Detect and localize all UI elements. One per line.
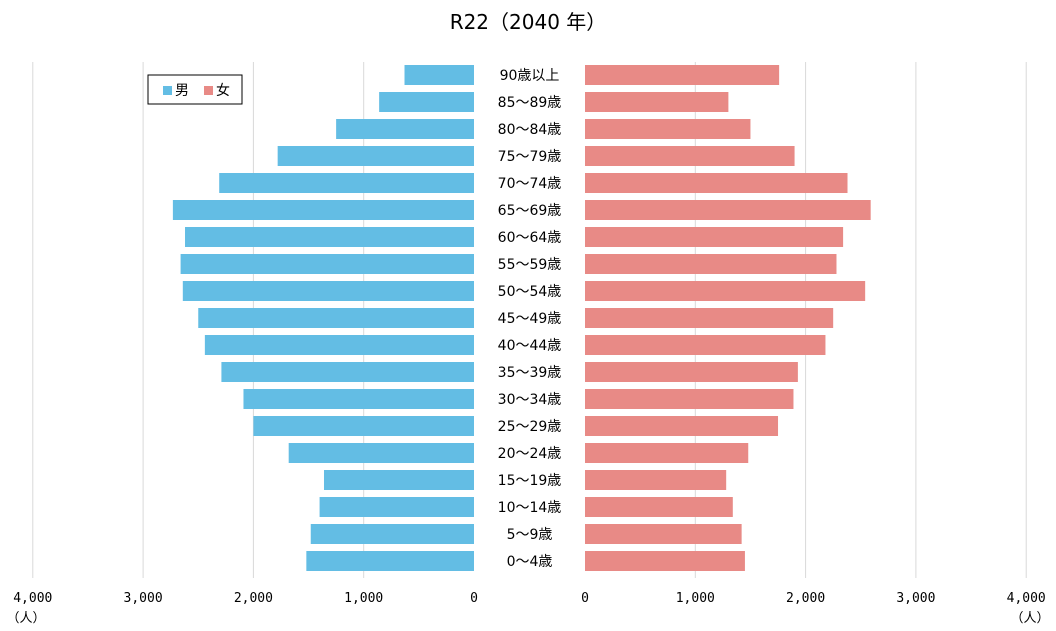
bar-female-7: [585, 254, 837, 274]
unit-label-right: （人）: [1010, 611, 1049, 626]
tick-right-4: 4,000: [1007, 591, 1046, 606]
bar-female-13: [585, 416, 779, 436]
bar-male-15: [323, 470, 474, 490]
bar-male-8: [182, 281, 475, 301]
bar-male-12: [243, 389, 474, 409]
age-label-4: 70～74歳: [498, 176, 562, 192]
bar-female-12: [585, 389, 794, 409]
age-label-1: 85～89歳: [498, 95, 562, 111]
bar-female-9: [585, 308, 834, 328]
tick-left-3: 1,000: [344, 591, 383, 606]
bar-female-15: [585, 470, 727, 490]
age-label-16: 10～14歳: [498, 500, 562, 516]
age-label-14: 20～24歳: [498, 446, 562, 462]
tick-left-1: 3,000: [124, 591, 163, 606]
bar-male-13: [253, 416, 474, 436]
legend-swatch-female: [204, 86, 213, 95]
age-label-12: 30～34歳: [498, 392, 562, 408]
bar-female-3: [585, 146, 795, 166]
legend-label-male: 男: [175, 83, 189, 99]
x-axis-ticks: 4,000 3,000 2,000 1,000 0 0 1,000 2,000 3,000 4,0…: [13, 591, 1046, 606]
age-label-5: 65～69歳: [498, 203, 562, 219]
bar-female-0: [585, 65, 780, 85]
tick-right-1: 1,000: [676, 591, 715, 606]
bar-male-16: [319, 497, 474, 517]
bar-male-2: [336, 119, 474, 139]
age-label-9: 45～49歳: [498, 311, 562, 327]
tick-right-0: 0: [581, 591, 589, 606]
age-label-15: 15～19歳: [498, 473, 562, 489]
bar-female-4: [585, 173, 848, 193]
age-label-3: 75～79歳: [498, 149, 562, 165]
tick-right-2: 2,000: [786, 591, 825, 606]
age-label-11: 35～39歳: [498, 365, 562, 381]
bar-female-10: [585, 335, 826, 355]
legend-swatch-male: [163, 86, 172, 95]
bar-male-11: [221, 362, 474, 382]
bar-female-17: [585, 524, 742, 544]
bar-female-8: [585, 281, 866, 301]
bar-male-5: [172, 200, 475, 220]
bar-male-17: [310, 524, 474, 544]
age-label-2: 80～84歳: [498, 122, 562, 138]
bar-female-11: [585, 362, 798, 382]
unit-label-left: （人）: [6, 611, 45, 626]
age-group-labels: 90歳以上 85～89歳 80～84歳 75～79歳 70～74歳 65～69歳 60～64…: [498, 68, 562, 570]
age-label-7: 55～59歳: [498, 257, 562, 273]
age-label-18: 0～4歳: [507, 554, 553, 570]
legend-label-female: 女: [216, 82, 230, 99]
bar-male-3: [277, 146, 474, 166]
legend: 男 女: [147, 74, 243, 105]
tick-left-4: 0: [470, 591, 478, 606]
male-bars: [172, 65, 475, 571]
bar-female-1: [585, 92, 729, 112]
age-label-13: 25～29歳: [498, 419, 562, 435]
bar-male-7: [180, 254, 475, 274]
age-label-0: 90歳以上: [500, 68, 560, 84]
bar-male-1: [379, 92, 474, 112]
age-label-8: 50～54歳: [498, 284, 562, 300]
bar-female-14: [585, 443, 749, 463]
bar-female-6: [585, 227, 844, 247]
tick-left-2: 2,000: [234, 591, 273, 606]
bar-male-4: [219, 173, 474, 193]
age-label-17: 5～9歳: [507, 527, 553, 543]
tick-left-0: 4,000: [13, 591, 52, 606]
chart-title: R22（2040 年）: [450, 10, 607, 34]
bar-female-16: [585, 497, 733, 517]
age-label-6: 60～64歳: [498, 230, 562, 246]
bar-male-18: [306, 551, 474, 571]
bar-female-5: [585, 200, 871, 220]
bar-male-10: [204, 335, 475, 355]
age-label-10: 40～44歳: [498, 338, 562, 354]
bar-male-9: [198, 308, 474, 328]
bar-female-2: [585, 119, 751, 139]
bar-male-14: [288, 443, 474, 463]
tick-right-3: 3,000: [896, 591, 935, 606]
female-bars: [585, 65, 871, 571]
bar-female-18: [585, 551, 745, 571]
bar-male-0: [404, 65, 474, 85]
bar-male-6: [185, 227, 474, 247]
